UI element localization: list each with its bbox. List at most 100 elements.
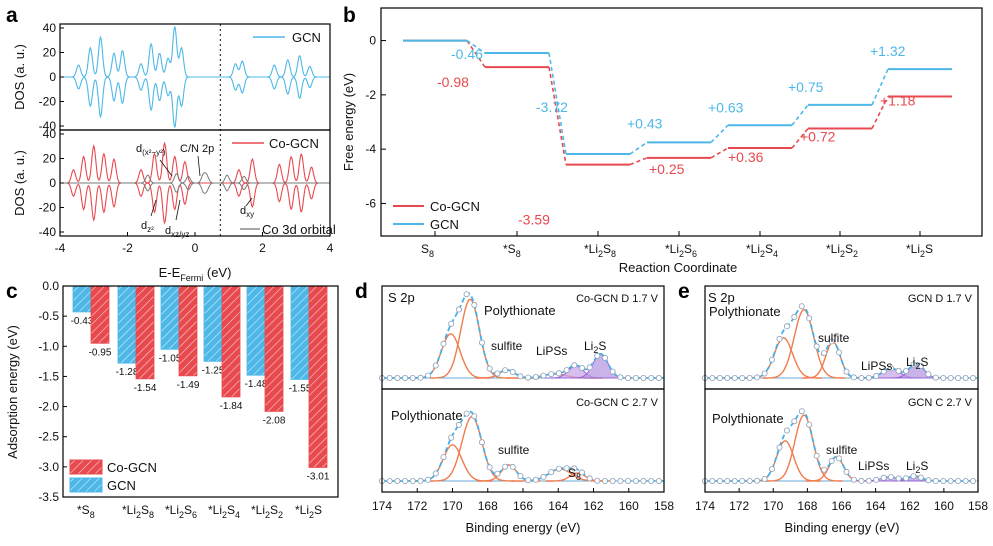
xps-e-bottom-polythionate: Polythionate [712,411,784,426]
xps-data-point [895,475,902,482]
xps-data-point [754,477,761,484]
xps-data-point [548,371,555,378]
xps-d-top-condition: Co-GCN D 1.7 V [576,293,659,305]
energy-label-gcn: +1.32 [870,43,906,59]
xps-data-point [880,474,887,481]
energy-connector-co-gcn [629,157,648,166]
energy-label-gcn: -3.72 [536,99,568,115]
xps-data-point [917,474,924,481]
free-energy-xtick-label: *S8 [503,242,521,259]
dos-top-ylabel: DOS (a. u.) [12,44,27,110]
adsorption-bar-label-gcn: -0.43 [71,316,94,327]
adsorption-ytick-label: -2.0 [38,400,59,414]
xps-xtick-label: 170 [763,499,783,513]
adsorption-bar-gcn [72,285,92,313]
xps-xtick-label: 170 [442,499,462,513]
xps-data-point [386,477,393,484]
xps-data-point [970,477,977,484]
xps-data-point [471,301,478,308]
adsorption-bar-label-co-gcn: -1.84 [220,401,243,412]
xps-data-point [925,477,932,484]
energy-connector-co-gcn [710,147,729,159]
energy-label-gcn: +0.43 [627,115,663,131]
free-energy-frame [380,7,983,237]
adsorption-bar-label-co-gcn: -0.95 [89,347,112,358]
xps-xtick-label: 168 [797,499,817,513]
xps-data-point [821,466,828,473]
xps-data-point [783,323,790,330]
adsorption-bar-label-co-gcn: -1.49 [177,380,200,391]
xps-data-point [873,476,880,483]
xps-component-curve [765,414,843,482]
dos-co3d-spin-down-curve [60,182,330,194]
xps-data-point [425,372,432,379]
xps-data-point [947,477,954,484]
xps-data-point [910,361,917,368]
xps-data-point [617,374,624,381]
xps-data-point [555,370,562,377]
dos-bottom-legend: Co-GCN Co 3d orbital [232,136,336,237]
dos-bottom-ytick-label: -40 [39,225,57,239]
energy-label-gcn: -0.46 [451,46,483,62]
panel-label-d: d [355,280,368,303]
xps-e-top-lipss: LiPSs [861,359,892,373]
xps-data-point [783,427,790,434]
adsorption-ytick-label: -3.0 [38,460,59,474]
xps-data-point [579,364,586,371]
panel-d-xps-cogcn: d 174 172 170 168 166 164 162 160 158 Binding en… [355,280,674,535]
xps-e-bottom-condition: GCN C 2.7 V [908,397,973,409]
xps-data-point [813,452,820,459]
energy-label-co-gcn: +0.36 [728,149,764,165]
free-energy-legend: Co-GCN GCN [393,199,480,232]
energy-label-co-gcn: +0.72 [800,129,836,145]
adsorption-bar-co-gcn [90,285,110,344]
xps-xtick-label: 158 [968,499,988,513]
adsorption-bar-label-gcn: -1.48 [245,379,268,390]
xps-data-point [828,338,835,345]
xps-data-point [648,477,655,484]
legend-swatch-gcn-c [69,477,103,493]
dos-cogcn-spin-down-curve [60,182,330,225]
energy-connector-gcn [548,52,567,155]
dos-top-ytick-label: -40 [39,119,57,133]
xps-data-point [903,475,910,482]
xps-data-point [548,469,555,476]
xps-d-bottom-condition: Co-GCN C 2.7 V [576,397,659,409]
xps-data-point [731,374,738,381]
xps-e-discharge-plot [702,303,978,381]
adsorption-bar-gcn [290,285,310,380]
adsorption-bar-co-gcn [135,285,155,380]
adsorption-ytick-label: -1.5 [38,369,59,383]
xps-data-point [409,374,416,381]
adsorption-xtick-label: *Li2S6 [165,503,197,520]
free-energy-xtick-label: *Li2S [906,242,933,259]
adsorption-bar-gcn [117,285,137,364]
dos-xtick-label: -4 [55,241,66,255]
xps-data-point [555,465,562,472]
xps-data-point [746,477,753,484]
xps-e-top-condition: GCN D 1.7 V [908,293,973,305]
xps-data-point [532,373,539,380]
xps-xtick-label: 172 [729,499,749,513]
xps-xtick-label: 164 [866,499,886,513]
xps-e-bottom-lipss: LiPSs [858,459,889,473]
dos-gcn-spin-up-curve [60,26,330,78]
xps-data-point [494,470,501,477]
xps-data-point [586,475,593,482]
xps-data-point [617,477,624,484]
xps-envelope-curve [382,410,664,482]
arrow-dxzyz [175,199,181,221]
xps-data-point [791,313,798,320]
free-energy-ytick-label: -2 [365,88,376,102]
dos-top-ytick-label: -20 [39,95,57,109]
xps-data-point [836,349,843,356]
xps-data-point [917,362,924,369]
free-energy-plot: 0 -2 -4 -6 S8 *S8 *Li2S8 *Li2S6 *Li2S4 *Li2S2 *Li2… [365,34,952,259]
xps-data-point [655,477,662,484]
xps-data-point [502,367,509,374]
xps-data-point [509,368,516,375]
arrow-cn2p [197,155,201,177]
xps-data-point [455,306,462,313]
xps-xtick-label: 166 [513,499,533,513]
